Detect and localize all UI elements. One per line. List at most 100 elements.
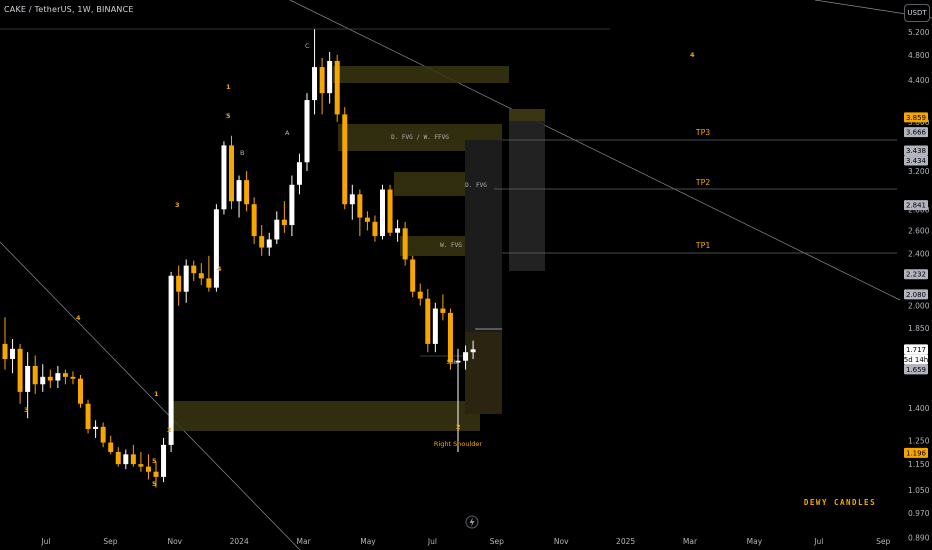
candle — [206, 255, 212, 292]
candle — [447, 308, 453, 370]
candle-body — [259, 236, 265, 248]
candle-body — [198, 273, 204, 279]
price-badge-label: 3.859 — [906, 114, 926, 122]
wave-label-4-left: 4 — [76, 314, 81, 322]
watermark-dewy-candles: DEWY CANDLES — [804, 498, 876, 507]
candle — [463, 345, 469, 370]
zone-demand-bottom — [170, 401, 480, 431]
price-tick-label: 1.050 — [908, 486, 930, 495]
price-badge-label: 1.659 — [906, 366, 926, 374]
lightning-icon-circle — [465, 515, 479, 529]
zone-label-ssl: SSL — [447, 359, 458, 366]
candle — [70, 371, 76, 385]
candle — [259, 225, 265, 256]
candle-body — [206, 278, 212, 288]
candle-body — [138, 464, 144, 467]
candle-body — [191, 265, 197, 274]
price-tick-label: 0.890 — [908, 534, 930, 543]
candle-body — [130, 454, 136, 465]
candle — [274, 211, 280, 245]
candle-body — [410, 259, 416, 292]
candle-body — [312, 67, 318, 101]
candle — [145, 454, 151, 480]
candle-body — [10, 348, 16, 360]
price-badge-bg — [904, 447, 928, 458]
candle — [25, 352, 31, 419]
candle-body — [62, 373, 68, 377]
wave-label-3-left: 3 — [24, 406, 29, 414]
price-badge-label: 5d 14h — [904, 356, 928, 364]
candle-body — [281, 219, 287, 226]
time-axis[interactable]: Jul Sep Nov 2024 Mar May Jul Sep Nov 2025 Mar May Ju… — [40, 537, 890, 546]
time-tick-label: Jul — [813, 537, 823, 546]
price-badge-bg — [904, 364, 928, 375]
candle-body — [380, 189, 385, 237]
candle — [130, 444, 136, 467]
candle — [312, 29, 318, 115]
candle — [244, 171, 250, 212]
candle-body — [145, 466, 151, 472]
wave-label-5-bottom: 5 — [152, 457, 157, 465]
price-badge-label: 2.232 — [906, 271, 926, 279]
price-tick-label: 0.970 — [908, 509, 930, 518]
time-tick-label: Jul — [40, 537, 50, 546]
price-tick-label: 2.400 — [908, 249, 930, 258]
candle-body — [168, 275, 174, 445]
price-badge: 3.438 — [904, 145, 928, 156]
zone-top — [333, 66, 509, 83]
time-tick-label: May — [747, 537, 763, 546]
price-badge-label: 3.666 — [906, 129, 927, 137]
time-tick-label: Nov — [167, 537, 182, 546]
candle — [251, 197, 257, 245]
candle-body — [244, 180, 250, 205]
candle — [10, 339, 16, 374]
candle — [349, 184, 355, 220]
candle-body — [402, 228, 408, 260]
currency-button[interactable]: USDT — [904, 4, 930, 22]
candle — [153, 461, 159, 488]
candle-body — [108, 442, 114, 452]
wave-label-2-right: 2 — [456, 423, 461, 431]
wave-label-4-mid: 4 — [217, 265, 222, 273]
price-tick-label: 3.200 — [908, 167, 930, 176]
candle — [266, 232, 272, 256]
price-badges: 3.859 3.666 3.438 3.434 2.841 2.232 2.080 1.717… — [904, 112, 928, 458]
candle-body — [470, 349, 476, 353]
candle-body — [327, 60, 333, 94]
wave-label-2-bottom: 2 — [167, 426, 172, 434]
price-badge-bg — [904, 155, 928, 166]
target-label-tp3: TP3 — [696, 128, 711, 137]
candle — [289, 175, 295, 237]
candle — [432, 302, 438, 353]
candle-body — [463, 352, 469, 361]
candle — [410, 255, 416, 298]
candle-body — [25, 366, 31, 392]
candle-body — [319, 67, 325, 94]
candle — [213, 204, 219, 292]
zone-right-box — [509, 109, 545, 271]
price-badge-label: 2.841 — [906, 202, 926, 210]
candle-body — [183, 265, 189, 292]
candle-body — [349, 194, 355, 205]
candle — [17, 343, 23, 404]
candle-body — [334, 60, 340, 115]
wave-label-a: A — [285, 129, 290, 137]
zone-projection-gray — [465, 140, 502, 332]
candle — [296, 153, 302, 195]
price-badge-label: 1.717 — [906, 346, 926, 354]
zone-label-dfvg: D. FVG — [465, 182, 487, 189]
price-tick-label: 2.000 — [908, 302, 930, 311]
zone-projection-brown — [465, 332, 502, 414]
wave-label-3-mid: 3 — [175, 201, 180, 209]
price-badge-label: 3.434 — [906, 157, 927, 165]
annotations: D. FVG / W. FFVG D. FVG W. FVG SSL TP3 T… — [391, 128, 876, 507]
lightning-icon[interactable] — [465, 515, 479, 529]
time-tick-label: Sep — [103, 537, 117, 546]
candle — [93, 420, 99, 438]
trendline-upper-right — [289, 0, 901, 301]
time-tick-label: Mar — [297, 537, 312, 546]
candle-body — [47, 376, 53, 381]
candle — [380, 184, 385, 240]
time-tick-label: Sep — [490, 537, 504, 546]
